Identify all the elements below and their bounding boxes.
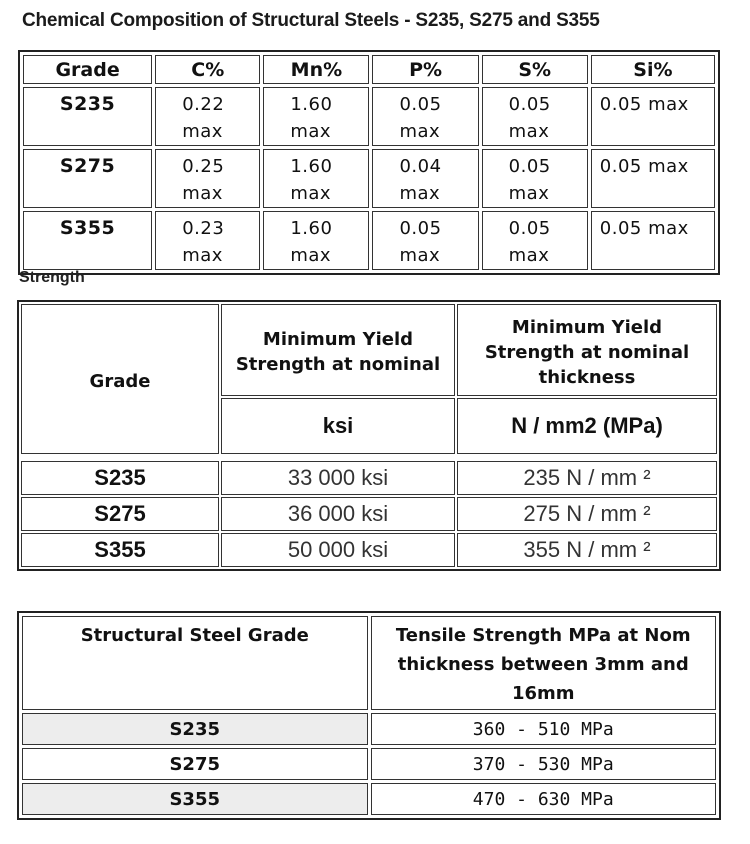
silicon-cell: 0.05 max — [590, 211, 715, 270]
header-grade: Grade — [21, 304, 219, 454]
header-row: Grade C% Mn% P% S% Si% — [23, 55, 715, 84]
grade-cell: S355 — [22, 783, 368, 815]
yield-strength-table: Grade Minimum Yield Strength at nominal … — [17, 300, 721, 571]
carbon-cell: 0.23 max — [155, 211, 261, 270]
grade-cell: S235 — [22, 713, 368, 745]
tensile-value-cell: 360 - 510 MPa — [370, 713, 716, 745]
table-row: S355 0.23 max 1.60 max 0.05 max 0.05 max… — [23, 211, 715, 270]
grade-cell: S355 — [21, 533, 219, 567]
manganese-cell: 1.60 max — [263, 87, 370, 146]
sulfur-cell: 0.05 max — [481, 149, 588, 208]
header-s: S% — [481, 55, 588, 84]
grade-cell: S355 — [23, 211, 153, 270]
grade-cell: S235 — [21, 461, 219, 495]
header-mn: Mn% — [263, 55, 370, 84]
mpa-cell: 275 N / mm ² — [457, 497, 717, 531]
unit-ksi: ksi — [221, 398, 455, 454]
header-yield-nominal: Minimum Yield Strength at nominal — [221, 304, 455, 396]
grade-cell: S275 — [21, 497, 219, 531]
header-structural-steel-grade: Structural Steel Grade — [22, 616, 368, 710]
table-row: S355 470 - 630 MPa — [22, 783, 716, 815]
ksi-cell: 36 000 ksi — [221, 497, 455, 531]
ksi-cell: 50 000 ksi — [221, 533, 455, 567]
silicon-cell: 0.05 max — [590, 87, 715, 146]
unit-row: ksi N / mm2 (MPa) — [21, 398, 717, 454]
phosphorus-cell: 0.04 max — [372, 149, 479, 208]
header-row: Grade Minimum Yield Strength at nominal … — [21, 304, 717, 454]
sulfur-cell: 0.05 max — [481, 211, 588, 270]
divider — [21, 456, 717, 459]
grade-cell: S275 — [22, 748, 368, 780]
tensile-strength-table: Structural Steel Grade Tensile Strength … — [17, 611, 721, 820]
page-title: Chemical Composition of Structural Steel… — [22, 10, 600, 31]
manganese-cell: 1.60 max — [263, 211, 370, 270]
unit-mpa: N / mm2 (MPa) — [457, 398, 717, 454]
header-yield-nominal-thickness: Minimum Yield Strength at nominal thickn… — [457, 304, 717, 396]
table-row: S275 370 - 530 MPa — [22, 748, 716, 780]
header-p: P% — [372, 55, 479, 84]
header-row: Structural Steel Grade Tensile Strength … — [22, 616, 716, 710]
chemical-composition-table: Grade C% Mn% P% S% Si% S235 0.22 max 1.6… — [18, 50, 720, 275]
table-row: S355 50 000 ksi 355 N / mm ² — [21, 533, 717, 567]
header-tensile-strength: Tensile Strength MPa at Nom thickness be… — [370, 616, 716, 710]
tensile-value-cell: 470 - 630 MPa — [370, 783, 716, 815]
grade-cell: S235 — [23, 87, 153, 146]
table-row: S275 0.25 max 1.60 max 0.04 max 0.05 max… — [23, 149, 715, 208]
carbon-cell: 0.25 max — [155, 149, 261, 208]
header-si: Si% — [590, 55, 715, 84]
strength-section-title: Strength — [19, 269, 85, 286]
sulfur-cell: 0.05 max — [481, 87, 588, 146]
table-row: S235 360 - 510 MPa — [22, 713, 716, 745]
header-c: C% — [155, 55, 261, 84]
ksi-cell: 33 000 ksi — [221, 461, 455, 495]
phosphorus-cell: 0.05 max — [372, 211, 479, 270]
manganese-cell: 1.60 max — [263, 149, 370, 208]
table-row: S275 36 000 ksi 275 N / mm ² — [21, 497, 717, 531]
table-row: S235 0.22 max 1.60 max 0.05 max 0.05 max… — [23, 87, 715, 146]
mpa-cell: 235 N / mm ² — [457, 461, 717, 495]
phosphorus-cell: 0.05 max — [372, 87, 479, 146]
silicon-cell: 0.05 max — [590, 149, 715, 208]
table-row: S235 33 000 ksi 235 N / mm ² — [21, 461, 717, 495]
header-grade: Grade — [23, 55, 153, 84]
tensile-value-cell: 370 - 530 MPa — [370, 748, 716, 780]
grade-cell: S275 — [23, 149, 153, 208]
mpa-cell: 355 N / mm ² — [457, 533, 717, 567]
carbon-cell: 0.22 max — [155, 87, 261, 146]
